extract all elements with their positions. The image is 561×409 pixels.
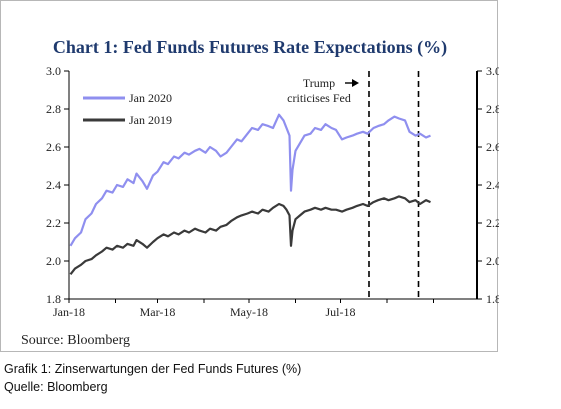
event-annotation: criticises Fed [287, 91, 351, 105]
y-tick-label-left: 2.4 [46, 178, 61, 192]
caption-line-2: Quelle: Bloomberg [4, 380, 108, 394]
y-tick-label-left: 3.0 [46, 64, 61, 78]
x-tick-label: Jul-18 [326, 305, 356, 319]
y-tick-label-left: 2.2 [46, 216, 61, 230]
x-tick-label: May-18 [230, 305, 268, 319]
y-tick-label-right: 2.4 [486, 178, 499, 192]
event-annotation: Trump [303, 76, 335, 90]
caption-line-1: Grafik 1: Zinserwartungen der Fed Funds … [4, 362, 302, 376]
y-tick-label-left: 2.6 [46, 140, 61, 154]
y-tick-label-right: 1.8 [486, 292, 499, 306]
line-chart: Chart 1: Fed Funds Futures Rate Expectat… [21, 37, 499, 348]
y-tick-label-right: 2.6 [486, 140, 499, 154]
y-tick-label-right: 2.2 [486, 216, 499, 230]
chart-title: Chart 1: Fed Funds Futures Rate Expectat… [53, 37, 447, 58]
x-tick-label: Jan-18 [53, 305, 85, 319]
legend-label-2: Jan 2019 [129, 113, 172, 127]
y-tick-label-left: 1.8 [46, 292, 61, 306]
y-tick-label-right: 3.0 [486, 64, 499, 78]
source-note: Source: Bloomberg [21, 333, 130, 348]
y-tick-label-left: 2.8 [46, 102, 61, 116]
y-tick-label-right: 2.0 [486, 254, 499, 268]
chart-frame: Chart 1: Fed Funds Futures Rate Expectat… [0, 0, 499, 352]
series-line-2 [69, 195, 431, 275]
series-line-1 [69, 113, 431, 247]
x-tick-label: Mar-18 [140, 305, 176, 319]
legend-label-1: Jan 2020 [129, 91, 172, 105]
event-arrowhead [352, 79, 359, 87]
y-tick-label-right: 2.8 [486, 102, 499, 116]
y-tick-label-left: 2.0 [46, 254, 61, 268]
